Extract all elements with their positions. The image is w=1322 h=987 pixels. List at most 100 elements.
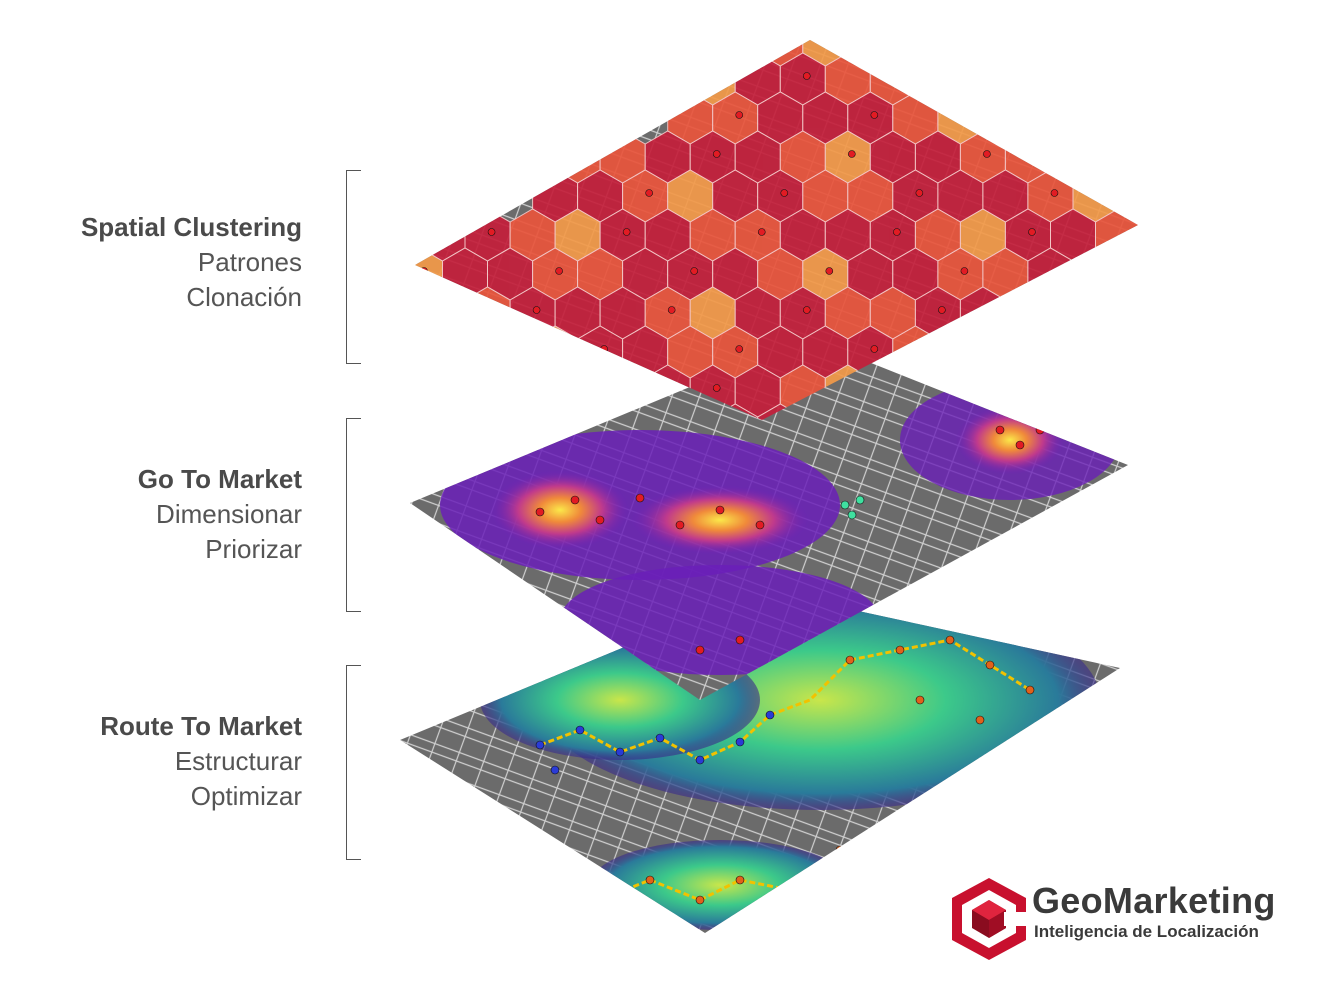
hex-cell bbox=[1095, 52, 1138, 106]
location-point bbox=[690, 267, 698, 275]
hex-cell bbox=[1141, 209, 1186, 261]
location-point bbox=[848, 150, 856, 158]
section-title: Spatial Clustering bbox=[80, 212, 302, 242]
hex-cell bbox=[1231, 53, 1276, 105]
hex-cell bbox=[937, 40, 984, 67]
hex-cell bbox=[1298, 92, 1322, 144]
hex-cell bbox=[982, 91, 1029, 145]
hex-cell bbox=[554, 364, 601, 418]
hex-cell bbox=[1004, 52, 1051, 106]
logo-title: GeoMarketing bbox=[1032, 880, 1276, 921]
location-point bbox=[420, 267, 428, 275]
location-point bbox=[780, 189, 789, 197]
hex-cell bbox=[1208, 14, 1253, 66]
hex-cell bbox=[1163, 326, 1208, 378]
hex-cell bbox=[415, 325, 443, 379]
hex-cell bbox=[982, 325, 1029, 379]
location-point bbox=[487, 228, 496, 236]
location-point bbox=[1276, 112, 1283, 119]
hex-cell bbox=[1298, 248, 1322, 300]
section-line: Clonación bbox=[186, 282, 302, 312]
hex-cell bbox=[419, 130, 466, 184]
hex-cell bbox=[1050, 286, 1096, 340]
hex-cell bbox=[1253, 248, 1298, 300]
hex-cell bbox=[1118, 482, 1163, 534]
location-point bbox=[577, 150, 586, 158]
location-point bbox=[442, 150, 451, 158]
hex-cell bbox=[1231, 443, 1276, 495]
hex-cell bbox=[1298, 170, 1322, 222]
location-point bbox=[1073, 541, 1080, 548]
hex-cell bbox=[509, 364, 556, 418]
location-point bbox=[1051, 424, 1058, 431]
location-point bbox=[802, 72, 811, 80]
location-point bbox=[667, 306, 676, 314]
section-spatial-clustering: Spatial Clustering Patrones Clonación bbox=[81, 210, 302, 315]
hex-cell bbox=[1163, 482, 1208, 534]
hex-cell bbox=[1141, 53, 1186, 105]
hex-cell bbox=[1117, 169, 1138, 223]
location-point bbox=[825, 267, 834, 275]
hex-cell bbox=[1208, 404, 1253, 456]
hex-cell bbox=[1117, 91, 1138, 145]
location-point bbox=[1141, 346, 1148, 353]
location-point bbox=[1186, 424, 1193, 431]
location-point bbox=[870, 345, 879, 353]
hex-cell bbox=[1050, 52, 1096, 106]
hex-cell bbox=[1186, 287, 1231, 339]
hex-cell bbox=[442, 325, 488, 379]
location-point bbox=[1231, 268, 1238, 275]
hex-cell bbox=[487, 403, 534, 420]
hex-cell bbox=[1141, 287, 1186, 339]
hex-cell bbox=[464, 130, 511, 184]
location-point bbox=[1095, 40, 1104, 41]
hex-cell bbox=[959, 52, 1006, 106]
hex-cell bbox=[1276, 131, 1321, 183]
location-point bbox=[870, 111, 879, 119]
hex-cell bbox=[1117, 403, 1138, 420]
location-point bbox=[577, 384, 586, 392]
location-point bbox=[1005, 111, 1014, 119]
location-point bbox=[938, 72, 946, 80]
hex-cell bbox=[1004, 364, 1051, 418]
location-point bbox=[600, 345, 608, 353]
hex-cell bbox=[1298, 482, 1322, 534]
hex-cell bbox=[1186, 521, 1231, 573]
location-point bbox=[1095, 267, 1104, 275]
location-point bbox=[442, 384, 451, 392]
hex-cell bbox=[1186, 53, 1231, 105]
location-point bbox=[1231, 502, 1238, 509]
hex-cell bbox=[1276, 287, 1321, 339]
hex-cell bbox=[1141, 443, 1186, 495]
hex-cell bbox=[1276, 443, 1321, 495]
location-point bbox=[1073, 306, 1081, 314]
hex-cell bbox=[1276, 365, 1321, 417]
location-point bbox=[825, 40, 834, 41]
location-point bbox=[735, 111, 744, 119]
section-line: Patrones bbox=[197, 247, 302, 277]
location-point bbox=[1050, 189, 1059, 197]
location-point bbox=[802, 306, 811, 314]
hex-cell bbox=[1117, 325, 1138, 379]
location-point bbox=[1141, 112, 1148, 119]
hex-cell bbox=[1253, 170, 1298, 222]
location-point bbox=[1164, 463, 1171, 470]
hex-cell bbox=[1163, 404, 1208, 456]
hex-cell bbox=[1027, 91, 1074, 145]
hex-cell bbox=[1276, 521, 1321, 573]
location-point bbox=[1276, 346, 1283, 353]
hex-cell bbox=[1072, 247, 1119, 301]
hex-cell bbox=[1208, 170, 1253, 222]
hex-cell bbox=[419, 52, 466, 106]
hex-cell bbox=[1231, 287, 1276, 339]
hex-cell bbox=[644, 52, 691, 106]
location-point bbox=[622, 228, 631, 236]
geomarketing-logo: GeoMarketing Inteligencia de Localizació… bbox=[950, 876, 1290, 966]
location-point bbox=[1096, 502, 1103, 509]
hex-cell bbox=[1253, 482, 1298, 534]
location-point bbox=[667, 72, 676, 80]
location-point bbox=[938, 306, 946, 314]
hex-cell bbox=[1027, 325, 1074, 379]
location-point bbox=[735, 345, 744, 353]
hex-cell bbox=[1231, 131, 1276, 183]
